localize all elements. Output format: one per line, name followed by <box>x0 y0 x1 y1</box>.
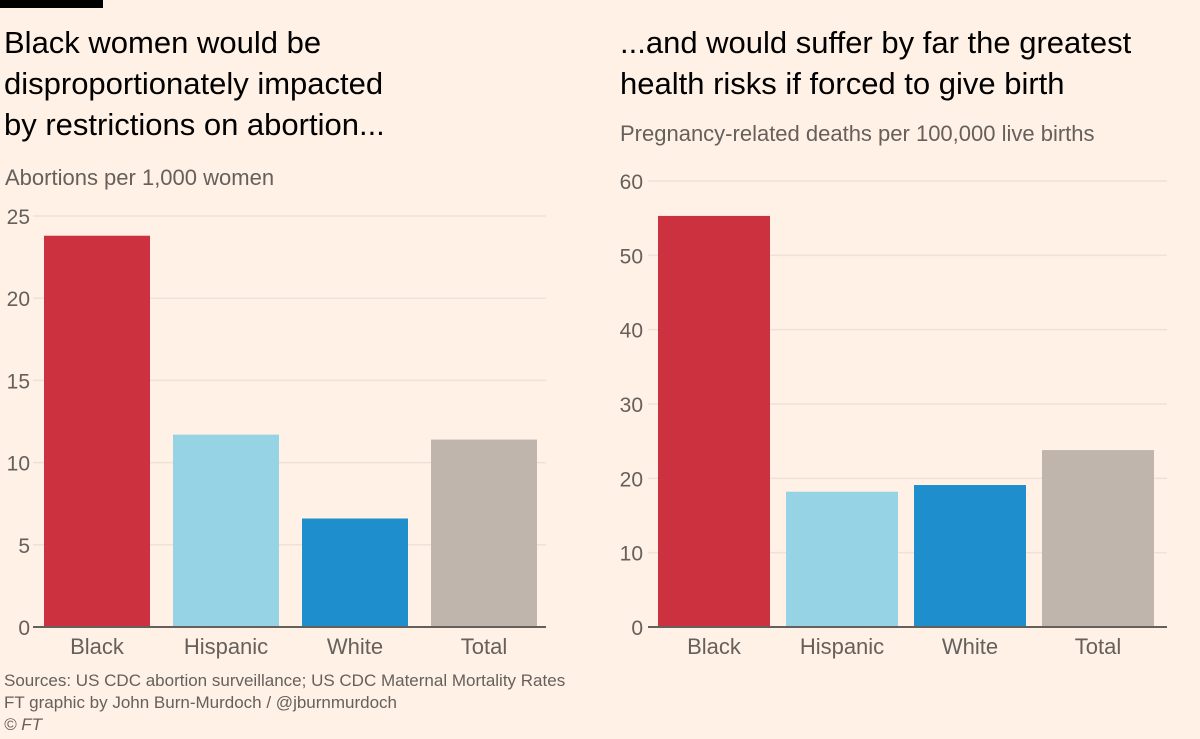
right-bar-chart: 0 10 20 30 40 50 60 Black Hispanic White Total <box>620 171 1167 659</box>
left-title-line-3: by restrictions on abortion... <box>4 107 385 142</box>
right-bar-total <box>1042 450 1154 627</box>
right-chart-title: ...and would suffer by far the greatest … <box>620 22 1131 104</box>
right-y-tick-label: 10 <box>620 543 643 566</box>
footer: Sources: US CDC abortion surveillance; U… <box>4 670 565 736</box>
left-y-tick-label: 25 <box>7 206 30 229</box>
left-y-tick-label: 15 <box>7 370 30 393</box>
left-y-tick-label: 20 <box>7 288 30 311</box>
right-chart-subtitle: Pregnancy-related deaths per 100,000 liv… <box>620 121 1095 146</box>
left-bar-white <box>302 518 408 627</box>
left-bar-total <box>431 439 537 627</box>
left-chart-subtitle: Abortions per 1,000 women <box>5 165 275 190</box>
footer-sources: Sources: US CDC abortion surveillance; U… <box>4 671 566 690</box>
right-bar-black <box>658 215 770 628</box>
footer-copyright: © FT <box>4 715 43 734</box>
right-x-category-label: Total <box>1075 634 1121 659</box>
right-title-line-1: ...and would suffer by far the greatest <box>620 25 1132 60</box>
left-x-category-label: Hispanic <box>184 634 268 659</box>
right-y-tick-label: 0 <box>631 617 643 640</box>
right-y-tick-label: 50 <box>620 245 643 268</box>
right-bar-hispanic <box>786 491 898 627</box>
right-title-line-2: health risks if forced to give birth <box>620 66 1065 101</box>
right-y-tick-label: 30 <box>620 394 643 417</box>
right-bar-white <box>914 485 1026 627</box>
left-y-tick-label: 5 <box>18 535 30 558</box>
left-title-line-2: disproportionately impacted <box>4 66 384 101</box>
left-bar-chart: 0 5 10 15 20 25 Black Hispanic White Total <box>7 206 546 659</box>
left-x-category-label: White <box>327 634 383 659</box>
right-x-category-label: White <box>942 634 998 659</box>
left-bar-black <box>44 235 150 627</box>
right-x-category-label: Hispanic <box>800 634 884 659</box>
right-x-category-label: Black <box>687 634 742 659</box>
left-x-category-label: Total <box>461 634 507 659</box>
left-chart-title: Black women would be disproportionately … <box>4 22 385 145</box>
footer-credit: FT graphic by John Burn-Murdoch / @jburn… <box>4 693 398 712</box>
right-y-tick-label: 60 <box>620 171 643 194</box>
left-bar-hispanic <box>173 434 279 627</box>
left-title-line-1: Black women would be <box>4 25 322 60</box>
left-y-tick-label: 0 <box>18 617 30 640</box>
left-y-tick-label: 10 <box>7 453 30 476</box>
right-y-tick-label: 40 <box>620 320 643 343</box>
ft-top-bar <box>0 0 103 8</box>
left-x-category-label: Black <box>70 634 125 659</box>
right-y-tick-label: 20 <box>620 468 643 491</box>
